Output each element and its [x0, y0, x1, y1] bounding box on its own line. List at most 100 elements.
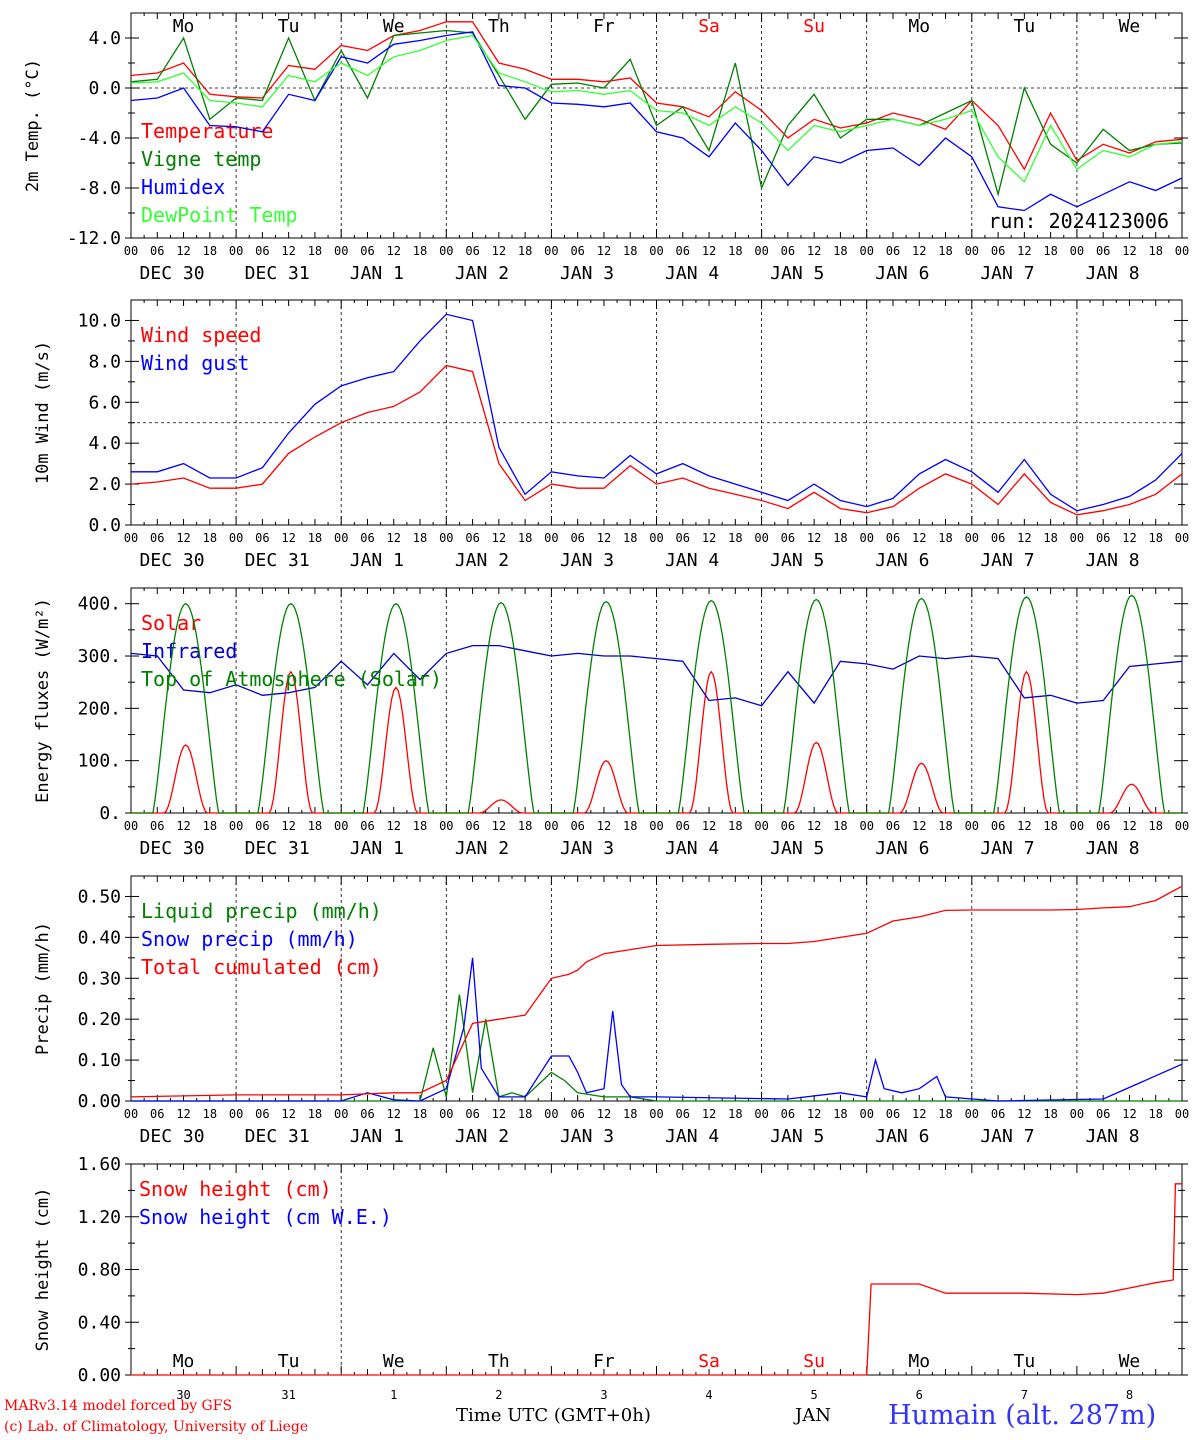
- hour-label: 00: [229, 1107, 243, 1121]
- series-line-3: [131, 594, 1182, 814]
- hour-label: 12: [1122, 819, 1136, 833]
- date-label: DEC 31: [245, 1126, 310, 1147]
- date-label: DEC 30: [140, 838, 205, 859]
- hour-label: 00: [754, 244, 768, 258]
- series-line-1: [130, 21, 1183, 171]
- date-label: JAN 5: [770, 263, 824, 284]
- hour-label: 18: [518, 244, 532, 258]
- legend-entry: Vigne temp: [141, 147, 261, 171]
- y-tick-label: 400.: [78, 594, 121, 615]
- hour-label: 12: [912, 244, 926, 258]
- hour-label: 06: [465, 531, 479, 545]
- panel-5: 1.60 1.20 0.80 0.40 0.00 Snow height (cm) Snow…: [33, 1154, 1188, 1402]
- hour-label: 06: [570, 819, 584, 833]
- hour-label: 12: [807, 819, 821, 833]
- weekday-label: Tu: [1014, 1351, 1036, 1372]
- hour-label: 18: [413, 531, 427, 545]
- hour-label: 18: [308, 819, 322, 833]
- hour-label: 18: [1148, 244, 1162, 258]
- hour-label: 18: [413, 244, 427, 258]
- hour-label: 00: [859, 244, 873, 258]
- hour-label: 06: [1096, 244, 1110, 258]
- date-label: JAN 5: [770, 550, 824, 571]
- hour-label: 12: [597, 244, 611, 258]
- hour-label: 06: [150, 1107, 164, 1121]
- hour-label: 12: [176, 819, 190, 833]
- hour-label: 12: [1122, 244, 1136, 258]
- hour-label: 18: [203, 531, 217, 545]
- hour-label: 06: [676, 1107, 690, 1121]
- hour-label: 00: [544, 819, 558, 833]
- hour-label: 06: [360, 531, 374, 545]
- hour-label: 00: [334, 819, 348, 833]
- y-tick-label: 1.60: [78, 1154, 121, 1175]
- series-line-2: [131, 957, 1183, 1102]
- hour-label: 06: [255, 244, 269, 258]
- hour-label: 12: [597, 819, 611, 833]
- date-label: DEC 31: [245, 550, 310, 571]
- legend-entry: Top of Atmosphere (Solar): [141, 667, 442, 691]
- hour-label: 06: [676, 531, 690, 545]
- x-axis-title: Time UTC (GMT+0h): [456, 1405, 651, 1426]
- date-label: JAN 3: [560, 1126, 614, 1147]
- hour-label: 18: [833, 1107, 847, 1121]
- hour-label: 18: [623, 531, 637, 545]
- hour-label: 06: [255, 531, 269, 545]
- hour-label: 12: [1122, 531, 1136, 545]
- hour-label: 12: [1122, 1107, 1136, 1121]
- day-number: 3: [600, 1388, 607, 1402]
- hour-label: 12: [912, 1107, 926, 1121]
- hour-label: 00: [965, 1107, 979, 1121]
- hour-label: 00: [754, 531, 768, 545]
- hour-label: 12: [281, 244, 295, 258]
- date-label: JAN 8: [1085, 263, 1139, 284]
- hour-label: 06: [781, 531, 795, 545]
- date-label: JAN 8: [1085, 1126, 1139, 1147]
- y-tick-label: 8.0: [88, 351, 121, 372]
- hour-label: 06: [886, 1107, 900, 1121]
- hour-label: 06: [676, 244, 690, 258]
- hour-label: 06: [886, 819, 900, 833]
- date-label: JAN 7: [980, 550, 1034, 571]
- hour-label: 00: [649, 244, 663, 258]
- y-tick-label: 1.20: [78, 1207, 121, 1228]
- weekday-label: Tu: [278, 1351, 300, 1372]
- y-tick-label: -4.0: [78, 128, 121, 149]
- y-tick-label: 0.: [99, 803, 121, 824]
- hour-label: 12: [1017, 244, 1031, 258]
- y-axis-label: Energy fluxes (W/m²): [33, 598, 53, 803]
- hour-label: 18: [728, 244, 742, 258]
- series-line-3: [130, 885, 1183, 1098]
- hour-label: 00: [544, 1107, 558, 1121]
- hour-label: 00: [754, 819, 768, 833]
- date-label: JAN 7: [980, 1126, 1034, 1147]
- hour-label: 18: [938, 819, 952, 833]
- series-line-1: [130, 364, 1183, 516]
- weekday-label: Tu: [278, 16, 300, 37]
- series-line-4: [130, 34, 1183, 183]
- hour-label: 00: [1070, 819, 1084, 833]
- hour-label: 06: [676, 819, 690, 833]
- hour-label: 18: [1043, 531, 1057, 545]
- hour-label: 18: [203, 1107, 217, 1121]
- hour-label: 12: [1017, 1107, 1031, 1121]
- hour-label: 00: [649, 1107, 663, 1121]
- hour-label: 12: [702, 819, 716, 833]
- y-tick-label: 0.50: [78, 886, 121, 907]
- hour-label: 18: [518, 531, 532, 545]
- hour-label: 00: [439, 1107, 453, 1121]
- hour-label: 06: [570, 1107, 584, 1121]
- hour-label: 06: [360, 1107, 374, 1121]
- hour-label: 12: [702, 1107, 716, 1121]
- y-tick-label: -8.0: [78, 178, 121, 199]
- hour-label: 00: [229, 531, 243, 545]
- hour-label: 18: [623, 1107, 637, 1121]
- hour-label: 18: [413, 1107, 427, 1121]
- hour-label: 18: [728, 531, 742, 545]
- date-label: JAN 2: [455, 550, 509, 571]
- y-axis-label: 2m Temp. (°C): [23, 59, 43, 192]
- hour-label: 12: [1017, 531, 1031, 545]
- hour-label: 00: [965, 244, 979, 258]
- hour-label: 12: [492, 1107, 506, 1121]
